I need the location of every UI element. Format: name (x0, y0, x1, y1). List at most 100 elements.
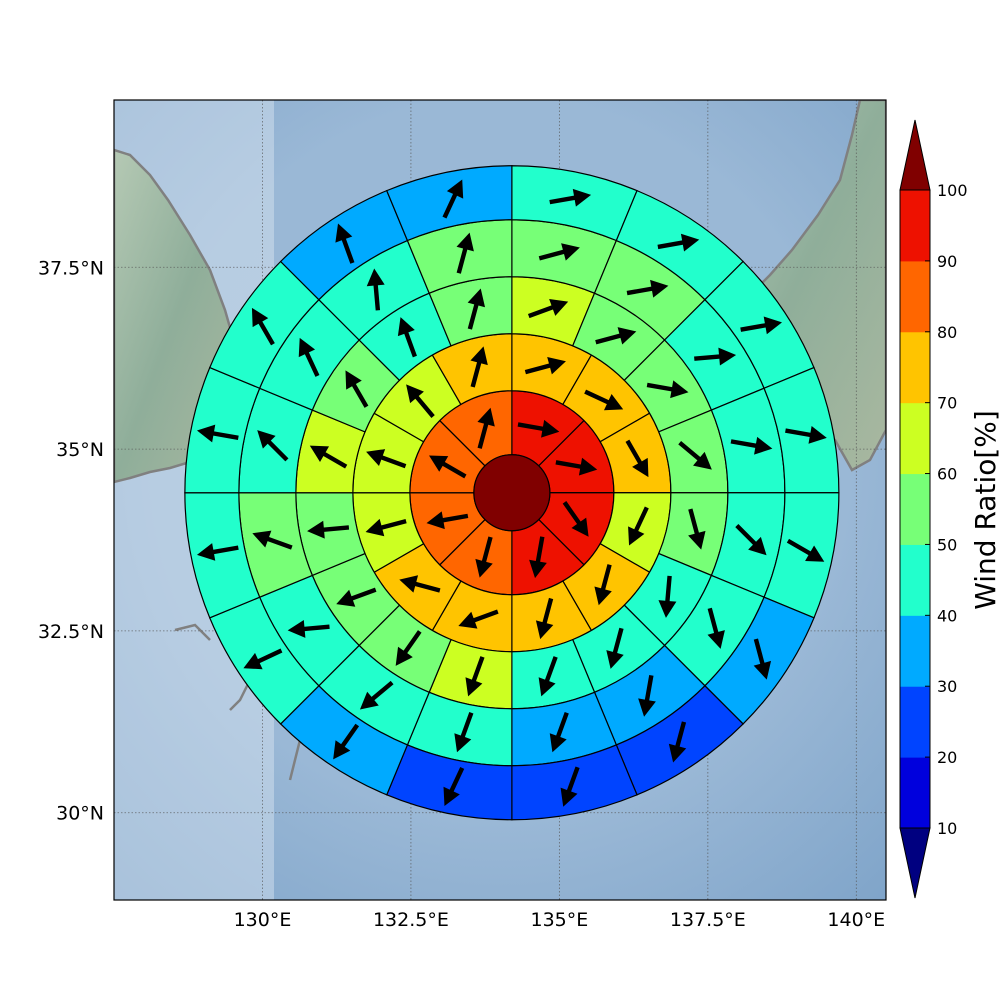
y-tick-label: 37.5°N (38, 257, 104, 279)
wind-arrows (196, 179, 827, 807)
wind-arrow (397, 317, 417, 358)
colorbar-tick-label: 20 (937, 748, 957, 767)
colorbar-tick-label: 60 (937, 465, 957, 484)
wind-arrow (257, 430, 289, 462)
wind-arrow (477, 407, 495, 449)
wind-arrow (454, 712, 474, 753)
colorbar-tick-label: 40 (937, 606, 957, 625)
wind-arrow (668, 721, 687, 763)
wind-arrow (243, 648, 283, 670)
colorbar-bin (900, 473, 930, 545)
wind-arrow (443, 767, 465, 806)
wind-arrow (458, 609, 499, 629)
sector-cells (184, 165, 840, 821)
wind-arrow (785, 426, 827, 444)
wind-arrow (753, 638, 772, 680)
wind-arrow (549, 188, 592, 207)
wind-arrow (399, 575, 441, 593)
wind-arrow (638, 674, 656, 717)
wind-arrow (646, 380, 689, 399)
wind-arrow (584, 389, 624, 411)
wind-arrow (535, 597, 554, 640)
wind-arrow (456, 232, 474, 274)
colorbar-tick-label: 30 (937, 677, 957, 696)
wind-arrow (517, 419, 560, 438)
wind-arrow (657, 233, 700, 252)
wind-arrow (345, 370, 369, 408)
wind-arrow (359, 680, 394, 710)
wind-arrow (688, 508, 706, 550)
map-axes: 130°E 132.5°E 135°E 137.5°E 140°E 30°N 32.5°N 3… (38, 99, 887, 931)
axis-ticks: 130°E 132.5°E 135°E 137.5°E 140°E 30°N 32.5°N 3… (38, 257, 885, 931)
colorbar-tick-label: 80 (937, 323, 957, 342)
wind-arrow (366, 449, 407, 469)
wind-arrow (406, 384, 435, 418)
colorbar-bin (900, 544, 930, 616)
colorbar-bin (900, 260, 930, 333)
wind-arrow (555, 457, 598, 476)
wind-arrow (740, 316, 782, 335)
colorbar-bin (900, 757, 930, 829)
x-tick-label: 135°E (530, 909, 588, 931)
colorbar-tick-label: 50 (937, 535, 957, 554)
wind-arrow (678, 440, 712, 470)
wind-arrow (524, 356, 566, 375)
y-tick-label: 30°N (56, 803, 104, 825)
wind-arrow (694, 347, 737, 366)
wind-arrow (527, 299, 569, 319)
wind-arrow (365, 518, 407, 537)
wind-arrow (786, 538, 825, 562)
wind-arrow (529, 536, 547, 579)
axes-frame (113, 99, 887, 901)
wind-arrow (465, 656, 485, 697)
colorbar-bin (900, 331, 930, 404)
wind-arrow (606, 627, 624, 669)
center-cell (473, 454, 551, 532)
wind-arrow (426, 511, 469, 530)
wind-arrow (595, 327, 637, 345)
wind-arrow (730, 436, 773, 455)
wind-arrow (333, 723, 360, 760)
wind-arrow (707, 607, 725, 649)
colorbar-bin (900, 686, 930, 758)
colorbar-bin (900, 615, 930, 687)
wind-arrow (658, 575, 677, 618)
wind-arrow (475, 536, 493, 578)
wind-arrow (467, 288, 486, 330)
colorbar-tick-label: 100 (937, 181, 968, 200)
x-tick-label: 130°E (234, 909, 292, 931)
wind-arrow (335, 223, 355, 264)
colorbar-bin (900, 402, 930, 475)
wind-arrow (538, 656, 558, 697)
x-tick-label: 140°E (827, 909, 885, 931)
wind-arrow (252, 530, 293, 550)
wind-arrow (366, 268, 385, 311)
wind-arrow (562, 501, 589, 537)
wind-arrow (625, 439, 649, 478)
wind-arrow (298, 337, 320, 377)
wind-arrow (626, 279, 669, 298)
wind-arrow (442, 179, 464, 219)
wind-arrow (560, 766, 580, 807)
wind-arrow (251, 307, 275, 346)
colorbar-tick-label: 10 (937, 819, 957, 838)
wind-arrow (470, 346, 488, 388)
colorbar-frame (899, 189, 931, 829)
wind-arrow (628, 506, 649, 546)
wind-arrow (429, 455, 467, 479)
x-tick-label: 132.5°E (373, 909, 449, 931)
wind-arrow (735, 524, 767, 556)
colorbar-tick-label: 90 (937, 252, 957, 271)
colorbar-label: Wind Ratio[%] (969, 410, 1000, 610)
x-tick-label: 137.5°E (670, 909, 746, 931)
wind-arrow (538, 243, 580, 261)
wind-arrow (196, 543, 239, 561)
wind-arrow (336, 587, 377, 607)
wind-arrow (287, 619, 330, 638)
colorbar: 10 20 30 40 50 60 70 80 90 100 Wind Ratio[%] (899, 119, 1000, 899)
colorbar-over-extend (899, 119, 931, 191)
wind-arrow (309, 445, 348, 469)
colorbar-bin (900, 190, 930, 262)
wind-arrow (549, 712, 569, 753)
